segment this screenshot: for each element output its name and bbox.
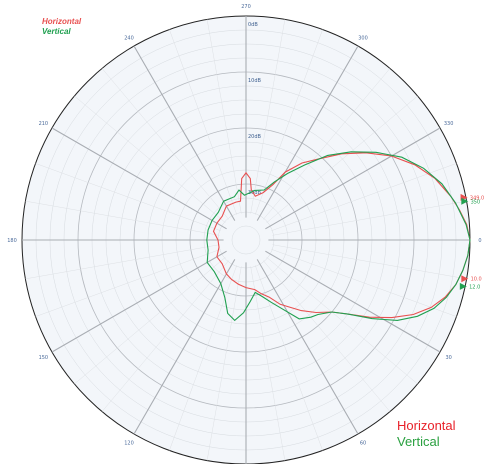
grid-spoke-minor (271, 163, 457, 232)
angle-tick-label: 30 (445, 355, 451, 361)
angle-tick-label: 330 (444, 121, 454, 127)
grid-spoke-minor (272, 200, 467, 236)
legend-horizontal-large: Horizontal (397, 418, 456, 433)
grid-spoke-major (51, 250, 227, 353)
grid-spoke-minor (266, 95, 418, 223)
radial-tick-label: 10dB (248, 78, 262, 84)
angle-tick-label: 120 (124, 441, 134, 447)
angle-tick-label: 240 (124, 35, 134, 41)
grid-spoke-minor (35, 248, 221, 317)
grid-spoke-minor (206, 19, 242, 214)
grid-spoke-minor (263, 260, 391, 412)
radial-tick-label: 0dB (248, 22, 258, 28)
grid-spoke-minor (250, 19, 286, 214)
angle-tick-label: 300 (358, 35, 368, 41)
angle-tick-label: 180 (7, 238, 17, 244)
grid-spoke-minor (25, 244, 220, 280)
grid-ring (231, 225, 261, 255)
legend-top-left: Horizontal Vertical (42, 17, 81, 37)
series-vertical (206, 151, 471, 322)
grid-spoke-minor (25, 200, 220, 236)
grid-spoke-minor (271, 248, 457, 317)
legend-vertical-large: Vertical (397, 434, 440, 449)
radial-tick-label: 30dB (248, 190, 262, 196)
grid-spoke-minor (272, 244, 467, 280)
grid-spoke-minor (250, 266, 286, 461)
marker-flag (461, 275, 469, 283)
grid-spoke-minor (101, 68, 229, 220)
angle-tick-label: 270 (241, 4, 251, 10)
grid-spoke-major (133, 45, 236, 221)
marker-flag (461, 197, 469, 205)
radial-tick-label: 20dB (248, 134, 262, 140)
grid-spoke-minor (206, 266, 242, 461)
angle-tick-label: 0 (478, 238, 481, 244)
grid-spoke-minor (35, 163, 221, 232)
grid-spoke-minor (74, 95, 226, 223)
grid-spoke-major (51, 127, 227, 230)
legend-bottom-right: Horizontal Vertical (397, 418, 456, 450)
marker-label: 10.0 (471, 277, 482, 283)
grid-spoke-minor (101, 260, 229, 412)
marker-label: 350 (471, 199, 481, 205)
legend-vertical-small: Vertical (42, 27, 71, 36)
angle-tick-label: 150 (39, 355, 49, 361)
marker-label: 349.0 (470, 195, 484, 201)
grid-spoke-major (256, 45, 359, 221)
grid-spoke-minor (169, 265, 238, 451)
marker-flag (459, 282, 467, 290)
grid-spoke-minor (266, 257, 418, 385)
grid-spoke-major (265, 250, 441, 353)
angle-tick-label: 210 (39, 121, 49, 127)
grid-spoke-minor (74, 257, 226, 385)
marker-label: 12.0 (469, 284, 480, 290)
grid-spoke-minor (254, 29, 323, 215)
angle-tick-label: 60 (360, 441, 366, 447)
grid-spoke-major (256, 259, 359, 435)
legend-horizontal-small: Horizontal (42, 17, 82, 26)
series-horizontal (212, 152, 471, 319)
grid-spoke-minor (169, 29, 238, 215)
grid-spoke-major (133, 259, 236, 435)
grid-spoke-major (265, 127, 441, 230)
grid-spoke-minor (263, 68, 391, 220)
